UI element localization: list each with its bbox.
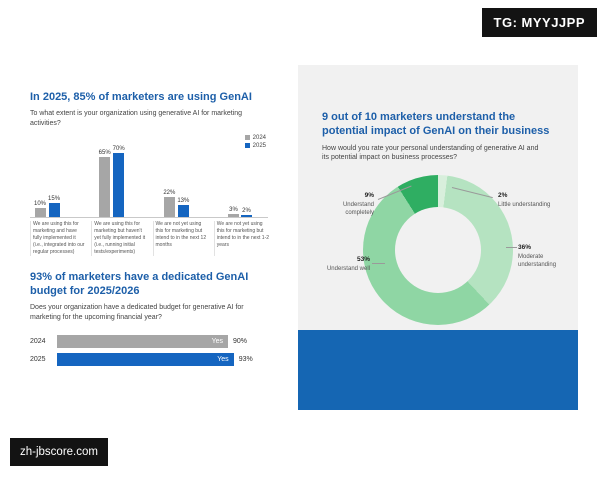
donut-label-moderate-understanding: 36% Moderate understanding: [518, 243, 578, 270]
donut-title: 9 out of 10 marketers understand the pot…: [322, 111, 550, 138]
bar-group: 3% 2%: [227, 207, 252, 217]
bar-value-label: 65%: [98, 150, 111, 157]
donut-percent: 2%: [498, 192, 508, 200]
donut-chart-area: 2% Little understanding 36% Moderate unders…: [322, 175, 556, 345]
legend-swatch-2025: [244, 143, 250, 149]
hbar-year-label: 2024: [30, 338, 46, 346]
bar-2025: [240, 215, 252, 217]
hbar-row-2024: 2024 Yes 90%: [30, 335, 276, 349]
x-axis-line: [30, 216, 268, 218]
chart1-title: In 2025, 85% of marketers are using GenA…: [30, 91, 252, 103]
donut-segment-label: Understand well: [326, 265, 370, 272]
bar-value-label: 22%: [163, 189, 176, 196]
chart2-question: Does your organization have a dedicated …: [30, 304, 244, 322]
chart2-title: 93% of marketers have a dedicated GenAI …: [30, 270, 249, 298]
hbar-year-label: 2025: [30, 356, 46, 364]
hbar-percent-label: 90%: [233, 338, 248, 346]
hbar-percent-label: 93%: [238, 356, 253, 364]
donut-percent: 9%: [364, 192, 374, 200]
hbar-2025: Yes: [57, 353, 234, 367]
bar-2025: [177, 204, 189, 217]
bar-2024: [163, 196, 175, 217]
legend-swatch-2024: [244, 135, 250, 141]
donut-leader-line: [372, 263, 385, 265]
bar-2025: [48, 203, 60, 217]
donut-segment-label: Little understanding: [498, 201, 551, 208]
bars-area: 10% 15% 65% 70% 22% 13% 3% 2%: [30, 139, 260, 217]
right-card: 9 out of 10 marketers understand the pot…: [298, 65, 578, 410]
bar-group: 22% 13%: [163, 190, 189, 217]
legend-item-2025: 2025: [244, 142, 266, 149]
chart-legend: 2024 2025: [244, 134, 266, 151]
bar-2024: [99, 157, 111, 217]
bar-2024: [34, 207, 46, 217]
bar-column: 13%: [177, 198, 189, 217]
hbar-2024: Yes: [57, 335, 228, 349]
bottom-left-badge: zh-jbscore.com: [10, 438, 108, 466]
donut-segment-label: Understand completely: [342, 201, 374, 217]
donut-percent: 36%: [518, 244, 532, 252]
donut-label-little-understanding: 2% Little understanding: [498, 191, 558, 209]
bar-column: 2%: [240, 208, 252, 217]
category-labels-row: We are using this for marketing and have…: [30, 220, 270, 256]
donut-question: How would you rate your personal underst…: [322, 144, 539, 162]
donut-chart: [363, 175, 513, 326]
category-label: We are using this for marketing and have…: [30, 220, 86, 256]
bar-column: 22%: [163, 190, 175, 217]
bar-value-label: 10%: [34, 200, 47, 207]
donut-label-understand-well: 53% Understand well: [322, 255, 370, 273]
top-right-badge: TG: MYYJJPP: [481, 8, 597, 37]
grouped-bar-chart: 2024 2025 10% 15% 65% 70% 22% 13% 3% 2% We are u…: [30, 135, 276, 256]
bar-group: 65% 70%: [99, 146, 125, 217]
bar-column: 65%: [99, 150, 111, 217]
bar-column: 70%: [113, 146, 125, 217]
legend-label: 2024: [252, 134, 266, 141]
bar-value-label: 13%: [177, 197, 190, 204]
horizontal-bar-chart: 2024 Yes 90% 2025 Yes 93%: [30, 335, 276, 367]
bar-column: 3%: [227, 207, 239, 217]
category-label: We are not yet using this for marketing …: [152, 220, 209, 256]
bar-column: 15%: [48, 196, 60, 217]
chart1-question: To what extent is your organization usin…: [30, 110, 243, 128]
bar-2025: [113, 152, 125, 217]
hbar-row-2025: 2025 Yes 93%: [30, 353, 276, 367]
bar-value-label: 70%: [112, 145, 125, 152]
left-column: In 2025, 85% of marketers are using GenA…: [30, 90, 276, 371]
bar-column: 10%: [34, 201, 46, 217]
blue-footer-band: [298, 330, 578, 410]
bar-value-label: 3%: [229, 207, 238, 214]
category-label: We are not yet using this for marketing …: [213, 220, 270, 256]
donut-percent: 53%: [356, 256, 370, 264]
legend-item-2024: 2024: [244, 134, 266, 141]
donut-hole: [395, 207, 481, 294]
legend-label: 2025: [252, 142, 266, 149]
category-label: We are using this for marketing but have…: [91, 220, 147, 256]
bar-value-label: 2%: [242, 208, 251, 215]
donut-leader-line: [506, 247, 517, 249]
bar-2024: [227, 214, 239, 217]
bar-group: 10% 15%: [34, 196, 60, 217]
donut-segment-label: Moderate understanding: [518, 253, 557, 269]
bar-value-label: 15%: [48, 196, 61, 203]
donut-label-understand-completely: 9% Understand completely: [322, 191, 374, 218]
